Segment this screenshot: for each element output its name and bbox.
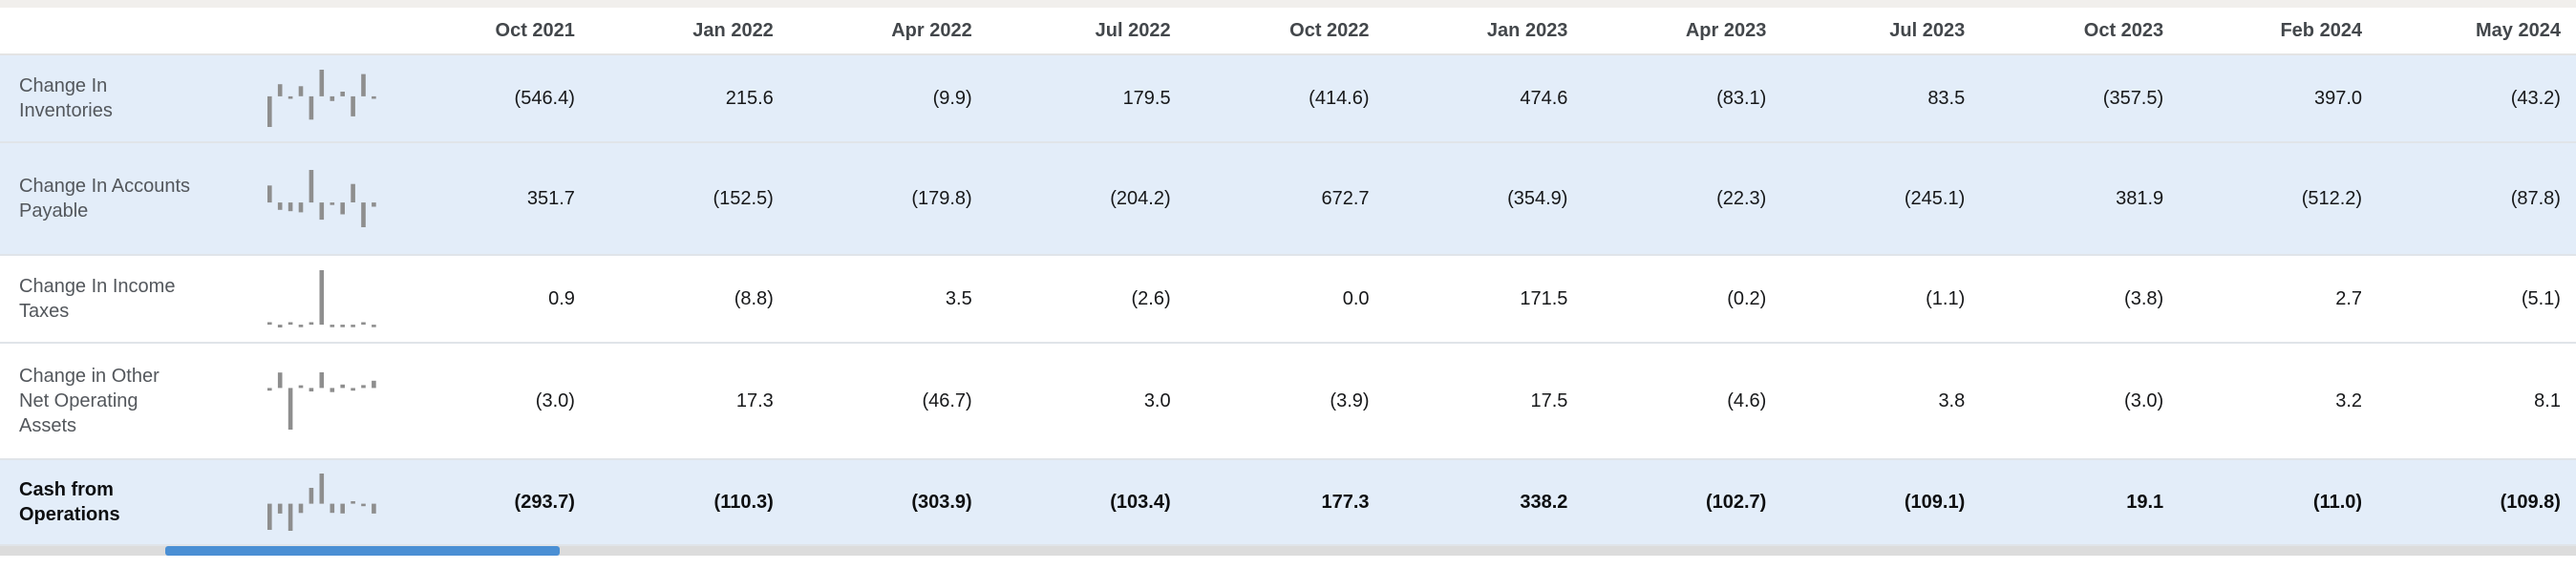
table-row[interactable]: Change In Income Taxes 0.9 (8.8) 3.5 (2.6) 0.… xyxy=(0,256,2576,344)
value-cell: (5.1) xyxy=(2521,287,2561,309)
column-header: Apr 2022 xyxy=(891,19,972,41)
horizontal-scrollbar[interactable] xyxy=(0,546,2576,556)
value-cell: (293.7) xyxy=(514,491,575,513)
table-header: Oct 2021 Jan 2022 Apr 2022 Jul 2022 Oct 2022… xyxy=(0,8,2576,55)
value-cell: (0.2) xyxy=(1727,287,1767,309)
value-cell: 3.0 xyxy=(1143,390,1171,411)
value-cell: (109.1) xyxy=(1904,491,1966,513)
value-cell: (109.8) xyxy=(2500,491,2561,513)
value-cell: (303.9) xyxy=(911,491,972,513)
value-cell: (179.8) xyxy=(911,187,972,209)
scrollbar-thumb[interactable] xyxy=(165,546,560,556)
value-cell: (357.5) xyxy=(2102,87,2164,109)
value-cell: (546.4) xyxy=(514,87,575,109)
table-row[interactable]: Change in Other Net Operating Assets (3.0… xyxy=(0,344,2576,460)
value-cell: 17.3 xyxy=(735,390,774,411)
column-header: Apr 2023 xyxy=(1685,19,1767,41)
value-cell: (103.4) xyxy=(1110,491,1171,513)
row-label[interactable]: Change in Other Net Operating Assets xyxy=(19,366,160,436)
value-cell: (3.9) xyxy=(1330,390,1370,411)
value-cell: (102.7) xyxy=(1705,491,1767,513)
value-cell: (46.7) xyxy=(922,390,972,411)
financials-table: Oct 2021 Jan 2022 Apr 2022 Jul 2022 Oct 2022… xyxy=(0,8,2576,546)
value-cell: 17.5 xyxy=(1530,390,1568,411)
value-cell: 397.0 xyxy=(2314,87,2363,109)
row-label[interactable]: Cash from Operations xyxy=(19,479,120,525)
sparkline-chart xyxy=(267,70,392,127)
value-cell: 672.7 xyxy=(1321,187,1370,209)
value-cell: 8.1 xyxy=(2534,390,2561,411)
value-cell: 3.8 xyxy=(1938,390,1966,411)
value-cell: (512.2) xyxy=(2301,187,2363,209)
value-cell: (1.1) xyxy=(1926,287,1966,309)
value-cell: 0.9 xyxy=(548,287,575,309)
value-cell: 171.5 xyxy=(1520,287,1568,309)
column-header: Jul 2022 xyxy=(1095,19,1171,41)
column-header: Jan 2023 xyxy=(1486,19,1568,41)
value-cell: (2.6) xyxy=(1131,287,1171,309)
column-header: Oct 2021 xyxy=(495,19,575,41)
value-cell: (354.9) xyxy=(1507,187,1568,209)
column-header: Jan 2022 xyxy=(692,19,774,41)
table-row[interactable]: Change In Accounts Payable 351.7 (152.5) (1… xyxy=(0,143,2576,256)
value-cell: (204.2) xyxy=(1110,187,1171,209)
value-cell: 2.7 xyxy=(2335,287,2363,309)
table-body: Change In Inventories (546.4) 215.6 (9.9) 17… xyxy=(0,55,2576,546)
column-header: Oct 2022 xyxy=(1289,19,1370,41)
value-cell: 215.6 xyxy=(725,87,774,109)
value-cell: 83.5 xyxy=(1927,87,1966,109)
row-label[interactable]: Change In Inventories xyxy=(19,75,113,121)
column-header: Jul 2023 xyxy=(1889,19,1966,41)
value-cell: (9.9) xyxy=(932,87,972,109)
value-cell: (4.6) xyxy=(1727,390,1767,411)
value-cell: (110.3) xyxy=(713,491,774,513)
row-label[interactable]: Change In Income Taxes xyxy=(19,276,176,322)
value-cell: 179.5 xyxy=(1122,87,1171,109)
page-top-edge xyxy=(0,0,2576,8)
bottom-whitespace xyxy=(0,556,2576,569)
value-cell: (87.8) xyxy=(2510,187,2561,209)
table-row[interactable]: Change In Inventories (546.4) 215.6 (9.9) 17… xyxy=(0,55,2576,143)
value-cell: (3.0) xyxy=(535,390,575,411)
value-cell: (22.3) xyxy=(1716,187,1767,209)
value-cell: 381.9 xyxy=(2116,187,2164,209)
sparkline-chart xyxy=(267,170,392,227)
value-cell: 338.2 xyxy=(1520,491,1568,513)
value-cell: (8.8) xyxy=(734,287,774,309)
value-cell: (83.1) xyxy=(1716,87,1767,109)
table-row[interactable]: Cash from Operations (293.7) (110.3) (303.9… xyxy=(0,460,2576,546)
column-header: Feb 2024 xyxy=(2280,19,2363,41)
column-header: Oct 2023 xyxy=(2083,19,2164,41)
value-cell: 3.5 xyxy=(945,287,972,309)
value-cell: 0.0 xyxy=(1342,287,1370,309)
value-cell: (414.6) xyxy=(1309,87,1370,109)
sparkline-chart xyxy=(267,372,392,430)
value-cell: (152.5) xyxy=(713,187,774,209)
value-cell: 177.3 xyxy=(1321,491,1370,513)
value-cell: (43.2) xyxy=(2510,87,2561,109)
value-cell: (3.8) xyxy=(2124,287,2164,309)
value-cell: 19.1 xyxy=(2126,491,2164,513)
value-cell: (3.0) xyxy=(2124,390,2164,411)
value-cell: 351.7 xyxy=(526,187,575,209)
row-label[interactable]: Change In Accounts Payable xyxy=(19,176,191,221)
sparkline-chart xyxy=(267,474,392,531)
column-header: May 2024 xyxy=(2476,19,2561,41)
sparkline-chart xyxy=(267,270,392,327)
value-cell: (245.1) xyxy=(1904,187,1966,209)
value-cell: 3.2 xyxy=(2335,390,2363,411)
value-cell: 474.6 xyxy=(1520,87,1568,109)
value-cell: (11.0) xyxy=(2312,491,2363,513)
